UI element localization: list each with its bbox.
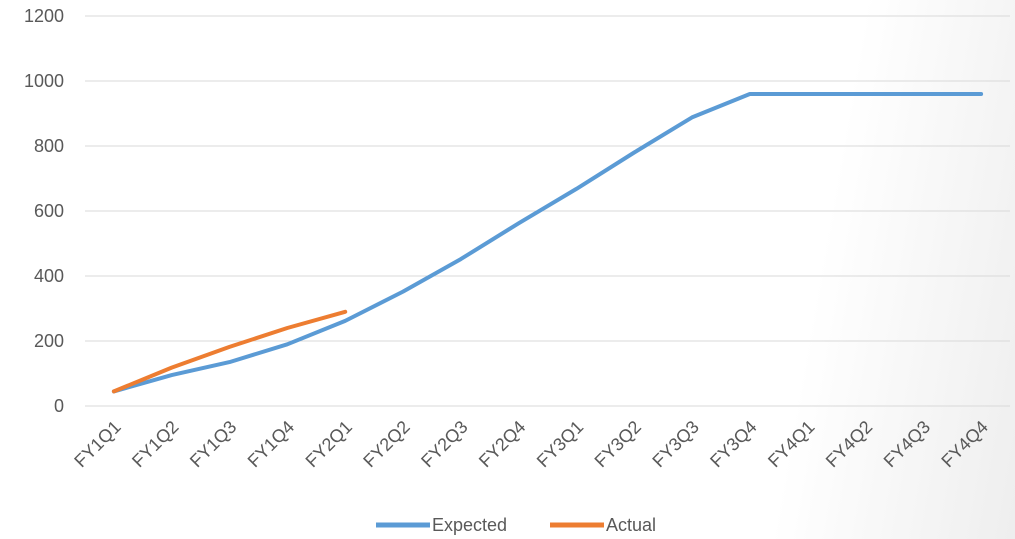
legend: Expected Actual — [376, 515, 656, 535]
y-tick-label: 400 — [34, 266, 64, 286]
x-tick-label: FY1Q2 — [128, 417, 182, 471]
x-tick-label: FY2Q1 — [302, 417, 356, 471]
x-tick-label: FY3Q3 — [648, 417, 702, 471]
y-tick-label: 800 — [34, 136, 64, 156]
x-axis-tick-labels: FY1Q1 FY1Q2 FY1Q3 FY1Q4 FY2Q1 FY2Q2 FY2Q3 FY2Q4… — [70, 417, 992, 471]
legend-label-actual: Actual — [606, 515, 656, 535]
x-tick-label: FY2Q4 — [475, 417, 529, 471]
legend-label-expected: Expected — [432, 515, 507, 535]
x-tick-label: FY3Q4 — [706, 417, 760, 471]
series-lines — [111, 92, 984, 394]
x-tick-label: FY1Q4 — [244, 417, 298, 471]
x-tick-label: FY1Q3 — [186, 417, 240, 471]
x-tick-label: FY4Q2 — [822, 417, 876, 471]
y-tick-label: 600 — [34, 201, 64, 221]
x-tick-label: FY3Q2 — [591, 417, 645, 471]
x-tick-label: FY4Q4 — [937, 417, 991, 471]
x-tick-label: FY4Q1 — [764, 417, 818, 471]
x-tick-label: FY4Q3 — [880, 417, 934, 471]
y-tick-label: 200 — [34, 331, 64, 351]
gridlines — [85, 15, 1010, 342]
y-axis-tick-labels: 0 200 400 600 800 1000 1200 — [24, 6, 64, 416]
x-tick-label: FY3Q1 — [533, 417, 587, 471]
series-line-actual — [111, 309, 348, 394]
x-tick-label: FY2Q3 — [417, 417, 471, 471]
y-tick-label: 1200 — [24, 6, 64, 26]
x-tick-label: FY1Q1 — [70, 417, 124, 471]
series-line-expected — [111, 92, 984, 394]
x-tick-label: FY2Q2 — [359, 417, 413, 471]
y-tick-label: 0 — [54, 396, 64, 416]
y-tick-label: 1000 — [24, 71, 64, 91]
